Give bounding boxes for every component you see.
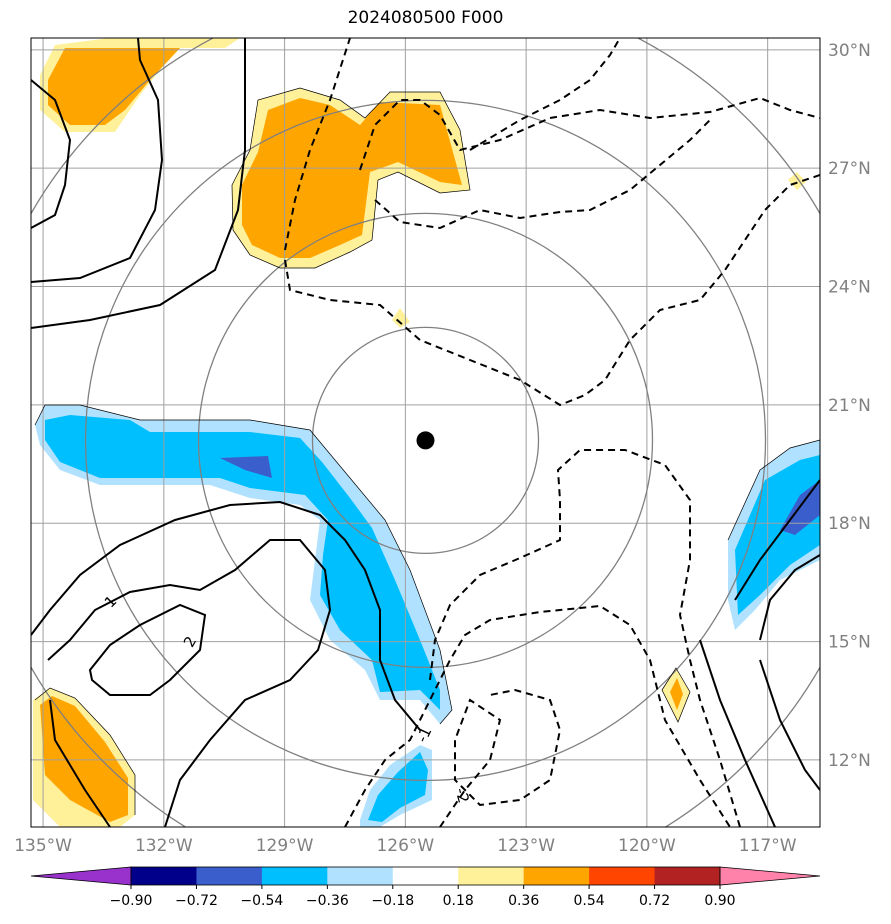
contour-positive-east-2 xyxy=(759,554,820,641)
colorbar-label: 0.90 xyxy=(704,893,735,909)
latitude-labels: 30°N 27°N 24°N 21°N 18°N 15°N 12°N xyxy=(828,41,871,771)
contour-negative-north-2 xyxy=(284,174,820,407)
latitude-label: 27°N xyxy=(828,159,871,179)
colorbar-segment xyxy=(458,867,525,885)
contour-positive-sw-outer xyxy=(49,699,111,827)
longitude-label: 132°W xyxy=(135,836,193,856)
colorbar-segment xyxy=(589,867,656,885)
contour-negative-north-3 xyxy=(359,96,820,171)
colorbar-label: 0.36 xyxy=(508,893,539,909)
longitude-label: 126°W xyxy=(376,836,434,856)
positive-region-sw-core xyxy=(40,696,128,822)
negative-region-south-core xyxy=(368,752,428,822)
colorbar-label: 0.72 xyxy=(639,893,670,909)
longitude-label: 117°W xyxy=(739,836,797,856)
positive-region-small-east xyxy=(788,172,806,190)
colorbar: −0.90 −0.72 −0.54 −0.36 −0.18 0.18 0.36 0.54 0.7… xyxy=(30,866,821,909)
range-ring-1 xyxy=(311,326,540,555)
colorbar-segment xyxy=(196,867,263,885)
colorbar-under-extension xyxy=(30,866,132,886)
contour-positive-nw-2 xyxy=(31,38,164,283)
contour-positive-sw-inner xyxy=(88,603,207,696)
range-ring-2 xyxy=(197,212,654,669)
longitude-label: 135°W xyxy=(14,836,72,856)
colorbar-label: 0.54 xyxy=(574,893,605,909)
longitude-label: 120°W xyxy=(618,836,676,856)
positive-region-north-core xyxy=(242,98,462,258)
map-frame xyxy=(30,37,821,828)
colorbar-label: 0.18 xyxy=(443,893,474,909)
contour-positive-sw-2 xyxy=(47,539,332,827)
colorbar-segment xyxy=(654,867,721,885)
latitude-label: 15°N xyxy=(828,633,871,653)
shading-outlines xyxy=(34,87,820,815)
positive-region-nw-core xyxy=(48,48,180,125)
negative-contours xyxy=(284,38,820,827)
map-title: 2024080500 F000 xyxy=(347,8,504,28)
longitude-label: 129°W xyxy=(256,836,314,856)
colorbar-label: −0.72 xyxy=(175,893,218,909)
contour-positive-nw-1 xyxy=(31,79,72,229)
contour-positive-east-1 xyxy=(734,479,820,601)
latitude-label: 21°N xyxy=(828,396,871,416)
contour-positive-east-4 xyxy=(759,659,820,791)
colorbar-label: −0.54 xyxy=(240,893,283,909)
contour-positive-nw-3 xyxy=(31,38,246,329)
contour-positive-sw-1 xyxy=(31,500,421,731)
colorbar-segment xyxy=(392,867,459,885)
longitude-label: 123°W xyxy=(497,836,555,856)
contour-label-neg1: -1 xyxy=(413,724,436,745)
latitude-label: 12°N xyxy=(828,751,871,771)
map-content: 1 2 -1 -2 xyxy=(31,38,820,827)
contour-negative-south-1 xyxy=(344,604,731,827)
colorbar-segment xyxy=(261,867,328,885)
colorbar-frame xyxy=(130,866,721,886)
negative-region-band xyxy=(35,405,452,724)
contour-label-neg2: -2 xyxy=(451,786,472,805)
colorbar-segment xyxy=(131,867,197,885)
latitude-label: 18°N xyxy=(828,514,871,534)
positive-contours xyxy=(31,38,820,827)
contour-positive-east-3 xyxy=(699,639,776,827)
colorbar-over-extension xyxy=(719,866,821,886)
positive-region-small-southeast-core xyxy=(670,678,683,710)
colorbar-segment xyxy=(523,867,590,885)
latitude-label: 30°N xyxy=(828,41,871,61)
negative-region-east-core xyxy=(735,455,820,615)
negative-region-band-core xyxy=(45,415,440,710)
latitude-label: 24°N xyxy=(828,278,871,298)
positive-anomaly-shading xyxy=(33,38,806,827)
graticule xyxy=(31,38,820,827)
colorbar-label: −0.18 xyxy=(371,893,414,909)
longitude-labels: 135°W 132°W 129°W 126°W 123°W 120°W 117°W xyxy=(14,836,797,856)
colorbar-label: −0.90 xyxy=(110,893,153,909)
storm-center-marker xyxy=(416,431,435,450)
range-rings xyxy=(31,38,820,827)
negative-region-band-strong xyxy=(220,456,272,478)
contour-negative-south-2 xyxy=(429,449,741,827)
contour-negative-south-3 xyxy=(439,688,562,827)
contour-negative-north-4 xyxy=(374,119,711,230)
range-ring-3 xyxy=(84,99,767,782)
contour-negative-north-5 xyxy=(469,38,621,151)
colorbar-label: −0.36 xyxy=(306,893,349,909)
colorbar-segment xyxy=(327,867,394,885)
